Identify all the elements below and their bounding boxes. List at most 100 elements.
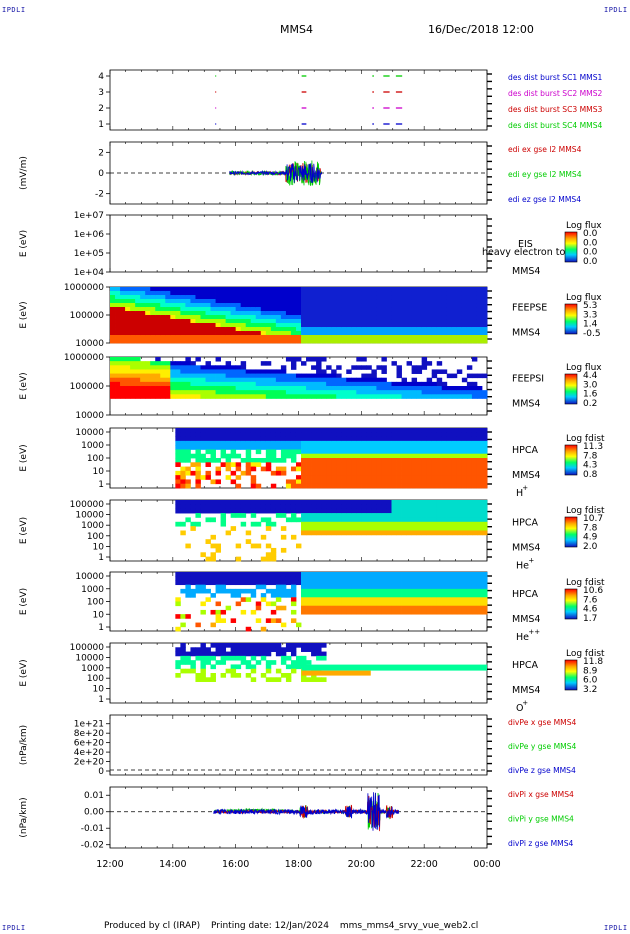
- spectro-cell: [461, 453, 468, 459]
- y-tick-label: 1000: [81, 664, 104, 674]
- spectro-cell: [386, 521, 392, 527]
- spectro-cell: [260, 381, 267, 387]
- y-tick-label: 100000: [70, 382, 105, 392]
- spectro-cell: [170, 295, 176, 300]
- spectro-cell: [130, 365, 136, 370]
- y-tick-label: 4: [98, 72, 104, 82]
- spectro-cell: [230, 668, 237, 674]
- spectro-cell: [185, 445, 191, 450]
- spectro-cell: [321, 311, 327, 316]
- colorbar-tick-label: 11.3: [583, 442, 603, 452]
- spectro-cell: [275, 381, 282, 387]
- spectro-cell: [220, 651, 227, 657]
- spectro-cell: [341, 508, 347, 514]
- spectro-cell: [456, 508, 463, 514]
- spectro-cell: [270, 311, 277, 316]
- spectro-cell: [295, 432, 302, 437]
- spectro-cell: [336, 394, 342, 399]
- time-tick-label: 20:00: [348, 859, 375, 870]
- spectro-cell: [451, 466, 458, 472]
- spectro-cell: [426, 381, 433, 387]
- spectro-cell: [210, 303, 216, 308]
- spectro-cell: [331, 295, 337, 300]
- spectro-cell: [341, 386, 347, 391]
- spectro-cell: [361, 580, 367, 586]
- spectro-cell: [205, 386, 211, 391]
- spectro-cell: [316, 647, 322, 652]
- spectro-cell: [351, 449, 357, 455]
- spectro-cell: [306, 394, 312, 399]
- spectro-cell: [386, 605, 392, 611]
- spectro-cell: [436, 445, 443, 450]
- spectro-cell: [421, 504, 428, 510]
- spectro-cell: [215, 547, 221, 553]
- spectro-cell: [471, 381, 478, 387]
- spectro-cell: [290, 440, 297, 446]
- spectro-cell: [135, 357, 141, 362]
- spectro-cell: [235, 504, 242, 510]
- spectro-cell: [275, 500, 282, 505]
- spectro-cell: [185, 500, 191, 505]
- spectro-cell: [195, 390, 201, 395]
- spectro-cell: [461, 576, 468, 581]
- spectro-cell: [381, 517, 387, 523]
- spectro-cell: [351, 315, 357, 320]
- panel-frame: [109, 786, 488, 849]
- spectro-cell: [255, 307, 262, 312]
- spectro-cell: [341, 428, 347, 433]
- spectro-cell: [391, 311, 397, 316]
- spectro-cell: [361, 323, 367, 328]
- spectro-cell: [336, 576, 342, 581]
- spectro-cell: [451, 504, 458, 510]
- spectro-cell: [346, 580, 352, 586]
- spectro-cell: [361, 513, 367, 518]
- spectro-cell: [115, 390, 121, 395]
- spectro-cell: [260, 319, 267, 324]
- spectro-cell: [190, 432, 196, 437]
- spectro-cell: [366, 299, 372, 304]
- spectro-cell: [205, 365, 211, 370]
- spectro-cell: [225, 361, 232, 366]
- spectro-cell: [441, 605, 448, 611]
- spectro-cell: [225, 605, 232, 611]
- spectro-cell: [180, 647, 186, 652]
- spectro-cell: [331, 517, 337, 523]
- spectro-cell: [240, 597, 247, 602]
- spectro-cell: [280, 436, 287, 442]
- spectro-cell: [290, 315, 297, 320]
- spectro-cell: [376, 475, 382, 480]
- spectro-cell: [416, 303, 423, 308]
- spectro-cell: [436, 479, 443, 485]
- spectro-cell: [476, 483, 483, 489]
- spectro-cell: [371, 315, 377, 320]
- spectro-cell: [306, 475, 312, 480]
- spectro-cell: [331, 593, 337, 598]
- instrument-label: FEEPSI: [512, 373, 544, 384]
- spectro-cell: [416, 315, 423, 320]
- spectro-cell: [195, 475, 201, 480]
- spectro-cell: [210, 436, 216, 442]
- spectro-cell: [431, 394, 438, 399]
- spectro-cell: [115, 361, 121, 366]
- spectro-cell: [280, 547, 287, 553]
- spectro-cell: [476, 299, 483, 304]
- spectro-cell: [411, 580, 418, 586]
- spectro-cell: [481, 339, 488, 344]
- spectro-cell: [306, 597, 312, 602]
- spectro-cell: [301, 597, 307, 602]
- spectro-cell: [416, 299, 423, 304]
- spectro-cell: [466, 394, 473, 399]
- spectro-cell: [441, 521, 448, 527]
- spectro-cell: [120, 339, 126, 344]
- spectro-cell: [336, 462, 342, 467]
- spectro-cell: [195, 572, 201, 577]
- spectro-cell: [461, 609, 468, 615]
- spectro-cell: [311, 572, 317, 577]
- spectro-cell: [456, 453, 463, 459]
- spectro-cell: [265, 327, 272, 332]
- spectro-cell: [416, 369, 423, 374]
- spectro-cell: [225, 381, 232, 387]
- spectro-cell: [331, 339, 337, 344]
- spectro-cell: [280, 593, 287, 598]
- spectro-cell: [366, 303, 372, 308]
